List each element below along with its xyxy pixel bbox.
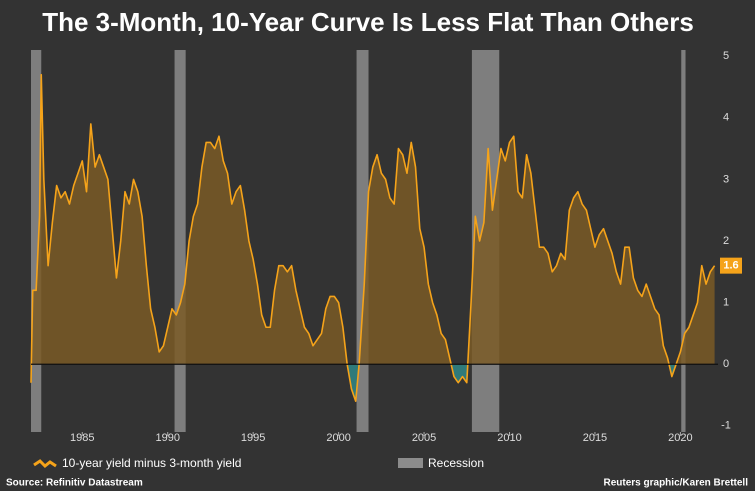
source: Source: Refinitiv Datastream [6, 478, 143, 489]
x-tick-label: 2015 [583, 432, 607, 444]
recession-band [174, 50, 186, 432]
credit: Reuters graphic/Karen Brettell [604, 478, 749, 489]
x-tick-label: 2010 [497, 432, 521, 444]
legend-swatch [33, 459, 57, 469]
y-tick-label: 4 [723, 112, 729, 124]
legend-swatch [398, 458, 423, 468]
y-tick-label: 2 [723, 235, 729, 247]
y-tick-label: -1 [721, 420, 731, 432]
x-tick-label: 2000 [326, 432, 350, 444]
x-tick-label: 1990 [155, 432, 179, 444]
x-tick-label: 1985 [70, 432, 94, 444]
recession-band [356, 50, 369, 432]
x-tick-label: 2005 [412, 432, 436, 444]
legend-label: Recession [428, 456, 484, 470]
recession-band [31, 50, 42, 432]
x-tick-label: 1995 [241, 432, 265, 444]
y-tick-label: 0 [723, 358, 729, 370]
x-tick-label: 2020 [668, 432, 692, 444]
end-label: 1.6 [723, 260, 738, 272]
recession-band [681, 50, 686, 432]
legend-label: 10-year yield minus 3-month yield [62, 456, 241, 470]
y-tick-label: 3 [723, 173, 729, 185]
end-badge [720, 257, 742, 274]
line [30, 73, 716, 402]
area-positive [31, 74, 715, 365]
chart-title: The 3-Month, 10-Year Curve Is Less Flat … [42, 7, 694, 37]
y-tick-label: 1 [723, 297, 729, 309]
y-tick-label: 5 [723, 50, 729, 62]
